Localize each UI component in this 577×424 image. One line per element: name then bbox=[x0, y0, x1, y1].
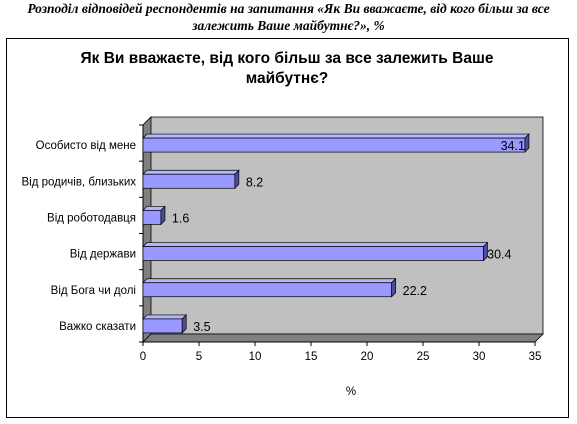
data-label: 1.6 bbox=[172, 211, 189, 225]
bar bbox=[142, 282, 392, 298]
bar-top-face bbox=[142, 133, 530, 139]
category-label: Від роботодавця bbox=[47, 212, 136, 224]
x-tick-label: 35 bbox=[529, 351, 542, 363]
data-label: 30.4 bbox=[487, 248, 511, 262]
category-label: Важко сказати bbox=[59, 321, 136, 333]
plot-floor bbox=[142, 333, 544, 343]
x-tick-label: 0 bbox=[140, 351, 146, 363]
category-label: Від держави bbox=[70, 249, 136, 261]
x-tick-label: 15 bbox=[305, 351, 318, 363]
chart-title: Як Ви вважаєте, від кого більш за все за… bbox=[67, 49, 507, 89]
chart-title-line-1: Як Ви вважаєте, від кого більш за все за… bbox=[80, 50, 494, 67]
x-tick-label: 10 bbox=[249, 351, 262, 363]
bar-side-face bbox=[234, 169, 240, 190]
bar bbox=[142, 173, 236, 189]
chart-title-line-2: майбутнє? bbox=[245, 70, 329, 87]
bar-side-face bbox=[160, 205, 166, 226]
bar-side-face bbox=[524, 133, 530, 153]
bar-top-face bbox=[142, 314, 188, 320]
figure-caption: Розподіл відповідей респондентів на запи… bbox=[0, 0, 577, 34]
category-label: Від родичів, близьких bbox=[21, 176, 136, 188]
data-label: 3.5 bbox=[193, 320, 210, 334]
category-label: Від Бога чи долі bbox=[51, 285, 136, 297]
data-label: 8.2 bbox=[246, 175, 263, 189]
bar bbox=[142, 137, 526, 153]
x-tick-label: 5 bbox=[196, 351, 202, 363]
bar bbox=[142, 246, 484, 261]
bar-top-face bbox=[142, 242, 489, 247]
x-tick-label: 30 bbox=[473, 351, 486, 363]
bar bbox=[142, 210, 162, 225]
bar bbox=[142, 318, 183, 334]
bar-side-face bbox=[181, 314, 187, 334]
x-tick-label: 20 bbox=[361, 351, 374, 363]
caption-line-1: Розподіл відповідей респондентів на запи… bbox=[27, 1, 550, 16]
data-label: 22.2 bbox=[403, 284, 427, 298]
caption-line-2: залежить Ваше майбутнє?», % bbox=[192, 18, 385, 33]
data-label: 34.1 bbox=[501, 139, 525, 153]
bar-top-face bbox=[142, 278, 397, 284]
bar-side-face bbox=[483, 241, 488, 262]
x-tick-label: 25 bbox=[417, 351, 430, 363]
x-axis-title: % bbox=[346, 386, 356, 398]
bar-side-face bbox=[391, 277, 396, 298]
bar-top-face bbox=[142, 169, 240, 175]
category-label: Особисто від мене bbox=[36, 140, 136, 152]
